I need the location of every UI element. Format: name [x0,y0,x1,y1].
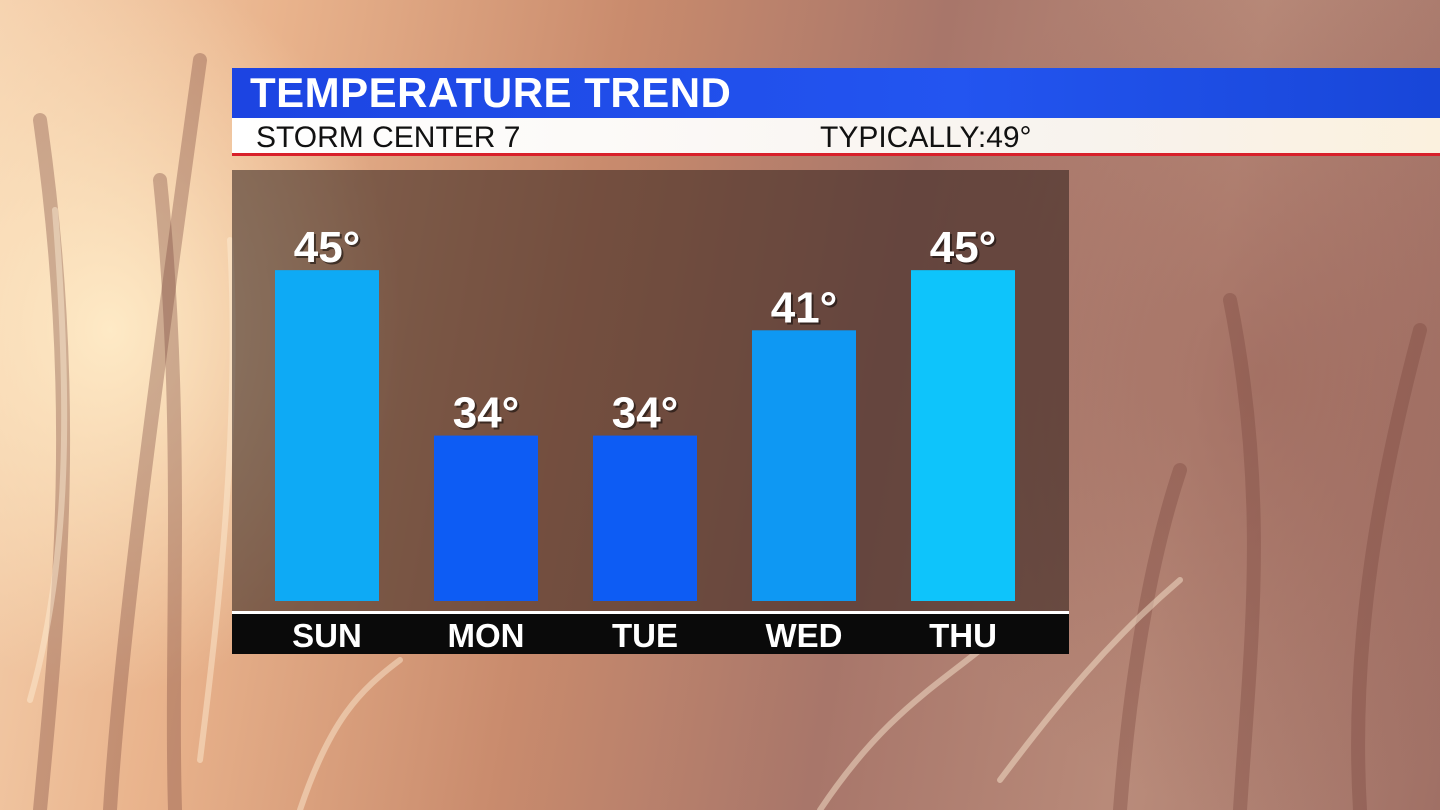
bar-value-label-tue: 34° [612,389,679,438]
bar-thu [911,270,1015,601]
bar-value-label-sun: 45° [294,223,361,272]
subtitle-bar: STORM CENTER 7 TYPICALLY:49° [232,118,1440,156]
day-label-sun: SUN [292,617,362,654]
day-label-thu: THU [929,617,997,654]
title-banner: TEMPERATURE TREND [232,68,1440,118]
chart-title: TEMPERATURE TREND [250,69,732,116]
day-label-wed: WED [766,617,843,654]
bar-tue [593,435,697,601]
temperature-bar-chart: 45°45°SUN34°34°MON34°34°TUE41°41°WED45°4… [232,223,1069,654]
bar-sun [275,270,379,601]
bar-value-shadow: 34° [455,391,522,440]
day-label-strip [232,614,1069,654]
bar-value-shadow: 45° [296,225,363,274]
bar-mon [434,435,538,601]
bar-value-label-thu: 45° [930,223,997,272]
bar-value-shadow: 45° [932,225,999,274]
typical-value: 49° [986,121,1032,154]
typical-label: TYPICALLY: [820,121,987,154]
bar-value-shadow: 41° [773,285,840,334]
bar-wed [752,330,856,601]
day-label-mon: MON [448,617,525,654]
bar-value-shadow: 34° [614,391,681,440]
day-label-tue: TUE [612,617,678,654]
station-name: STORM CENTER 7 [256,121,521,154]
typical-temperature: TYPICALLY:49° [820,121,1032,155]
chart-baseline [232,611,1069,614]
bar-value-label-wed: 41° [771,283,838,332]
bar-value-label-mon: 34° [453,389,520,438]
